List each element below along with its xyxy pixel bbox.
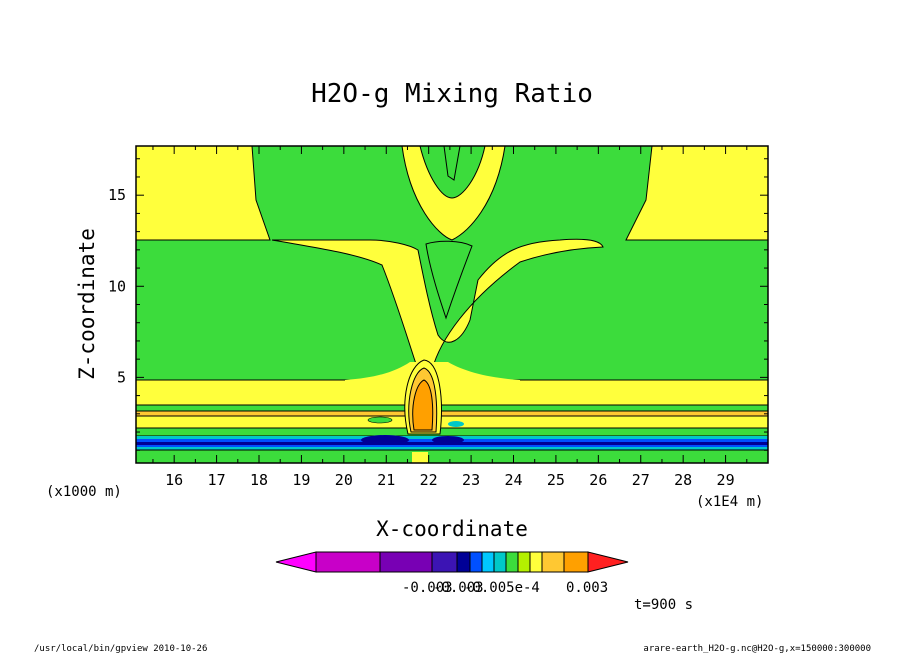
contour-navy-eddy-right xyxy=(432,436,464,444)
x-tick-label: 18 xyxy=(250,471,268,489)
colorbar-segment xyxy=(456,551,471,573)
x-tick-label: 29 xyxy=(717,471,735,489)
colorbar-segment xyxy=(493,551,507,573)
contour-green-band-1km xyxy=(135,427,769,437)
contour-orange-band xyxy=(135,410,769,417)
colorbar-label: -0.003 xyxy=(402,580,453,596)
y-tick-label: 15 xyxy=(108,186,126,204)
contour-teal-eddy xyxy=(448,421,464,427)
x-tick-label: 17 xyxy=(208,471,226,489)
colorbar-segment xyxy=(505,551,519,573)
time-label: t=900 s xyxy=(634,597,693,613)
footer-left: /usr/local/bin/gpview 2010-10-26 xyxy=(34,644,207,654)
x-tick-label: 21 xyxy=(377,471,395,489)
x-tick-marks xyxy=(152,146,769,463)
contour-blue-band-low xyxy=(136,445,768,447)
contour-orange-core xyxy=(412,379,434,431)
x-tick-label: 25 xyxy=(547,471,565,489)
contour-green-eddy xyxy=(367,416,393,424)
colorbar-segment xyxy=(469,551,483,573)
x-tick-label: 22 xyxy=(420,471,438,489)
colorbar-label: -0.005e-4 xyxy=(464,580,540,596)
y-axis-label: Z-coordinate xyxy=(75,228,99,380)
contour-yellow-surface-patch xyxy=(412,452,428,463)
contour-green-v-inner xyxy=(425,240,473,320)
y-unit-label: (x1000 m) xyxy=(46,484,122,500)
colorbar-low-arrow xyxy=(275,551,317,573)
contour-green-band-surface xyxy=(135,449,769,464)
x-axis-label: X-coordinate xyxy=(376,517,528,541)
colorbar-segment xyxy=(563,551,589,573)
x-tick-label: 24 xyxy=(504,471,522,489)
contour-yellow-v-band xyxy=(271,238,604,371)
y-tick-label: 10 xyxy=(108,277,126,295)
colorbar: -0.003 -0.003 -0.005e-4 0.003 xyxy=(275,551,629,596)
colorbar-segment xyxy=(315,551,381,573)
colorbar-segment xyxy=(379,551,433,573)
contour-teal-band-low xyxy=(136,447,768,450)
colorbar-segment xyxy=(431,551,458,573)
contour-green-band-3km xyxy=(135,404,769,412)
x-tick-label: 20 xyxy=(335,471,353,489)
y-tick-label: 5 xyxy=(117,368,126,386)
x-tick-label: 28 xyxy=(674,471,692,489)
colorbar-high-arrow xyxy=(587,551,629,573)
x-tick-label: 16 xyxy=(165,471,183,489)
contour-yellow-upper-left xyxy=(135,145,271,241)
x-tick-label: 23 xyxy=(462,471,480,489)
chart-title: H2O-g Mixing Ratio xyxy=(311,79,593,109)
x-tick-label: 19 xyxy=(292,471,310,489)
colorbar-segment xyxy=(481,551,495,573)
colorbar-label: 0.003 xyxy=(566,580,608,596)
y-tick-marks xyxy=(136,158,768,451)
x-tick-label: 26 xyxy=(589,471,607,489)
x-unit-label: (x1E4 m) xyxy=(696,494,763,510)
plot-area xyxy=(135,145,769,464)
colorbar-segment xyxy=(529,551,543,573)
colorbar-segment xyxy=(517,551,531,573)
footer-right: arare-earth_H2O-g.nc@H2O-g,x=150000:3000… xyxy=(643,644,871,654)
colorbar-label: -0.003 xyxy=(433,580,484,596)
colorbar-segment xyxy=(541,551,565,573)
x-tick-label: 27 xyxy=(632,471,650,489)
contour-navy-eddy-left xyxy=(361,435,409,445)
